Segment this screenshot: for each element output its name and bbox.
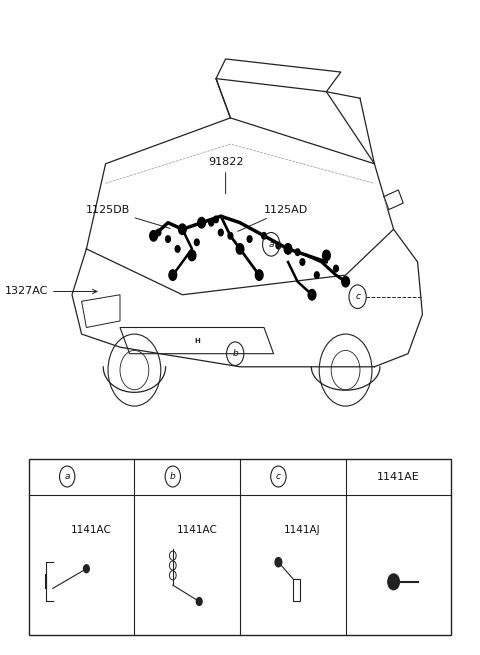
- Text: b: b: [170, 472, 176, 481]
- Text: b: b: [232, 349, 238, 358]
- Text: 1141AC: 1141AC: [71, 525, 112, 534]
- Text: a: a: [64, 472, 70, 481]
- Circle shape: [323, 250, 330, 261]
- Circle shape: [209, 219, 214, 226]
- Circle shape: [166, 236, 170, 242]
- Circle shape: [188, 250, 196, 261]
- Circle shape: [175, 246, 180, 252]
- Circle shape: [156, 229, 161, 236]
- Text: 1125DB: 1125DB: [85, 204, 170, 229]
- Circle shape: [228, 233, 233, 239]
- Circle shape: [334, 265, 338, 272]
- Text: c: c: [355, 292, 360, 301]
- Circle shape: [150, 231, 157, 241]
- Circle shape: [388, 574, 399, 590]
- Circle shape: [196, 597, 202, 605]
- Bar: [29, 458, 451, 635]
- Text: 1125AD: 1125AD: [238, 204, 308, 231]
- Circle shape: [198, 217, 205, 228]
- Circle shape: [295, 249, 300, 255]
- Text: H: H: [194, 337, 200, 344]
- Circle shape: [247, 236, 252, 242]
- Circle shape: [255, 270, 263, 280]
- Text: c: c: [276, 472, 281, 481]
- Circle shape: [342, 276, 349, 287]
- Text: 1141AE: 1141AE: [377, 472, 420, 481]
- Circle shape: [194, 239, 199, 246]
- Text: a: a: [268, 240, 274, 249]
- Text: 1327AC: 1327AC: [5, 286, 97, 297]
- Circle shape: [284, 244, 292, 254]
- Circle shape: [179, 224, 186, 234]
- Circle shape: [314, 272, 319, 278]
- Circle shape: [84, 565, 89, 572]
- Circle shape: [169, 270, 177, 280]
- Circle shape: [308, 290, 316, 300]
- Circle shape: [218, 229, 223, 236]
- Polygon shape: [384, 190, 403, 210]
- Text: 1141AJ: 1141AJ: [284, 525, 321, 534]
- Text: 91822: 91822: [208, 157, 243, 194]
- Circle shape: [262, 233, 266, 239]
- Circle shape: [275, 557, 282, 567]
- Circle shape: [276, 242, 281, 249]
- Circle shape: [236, 244, 244, 254]
- Text: 1141AC: 1141AC: [176, 525, 217, 534]
- Circle shape: [300, 259, 305, 265]
- Circle shape: [214, 216, 218, 223]
